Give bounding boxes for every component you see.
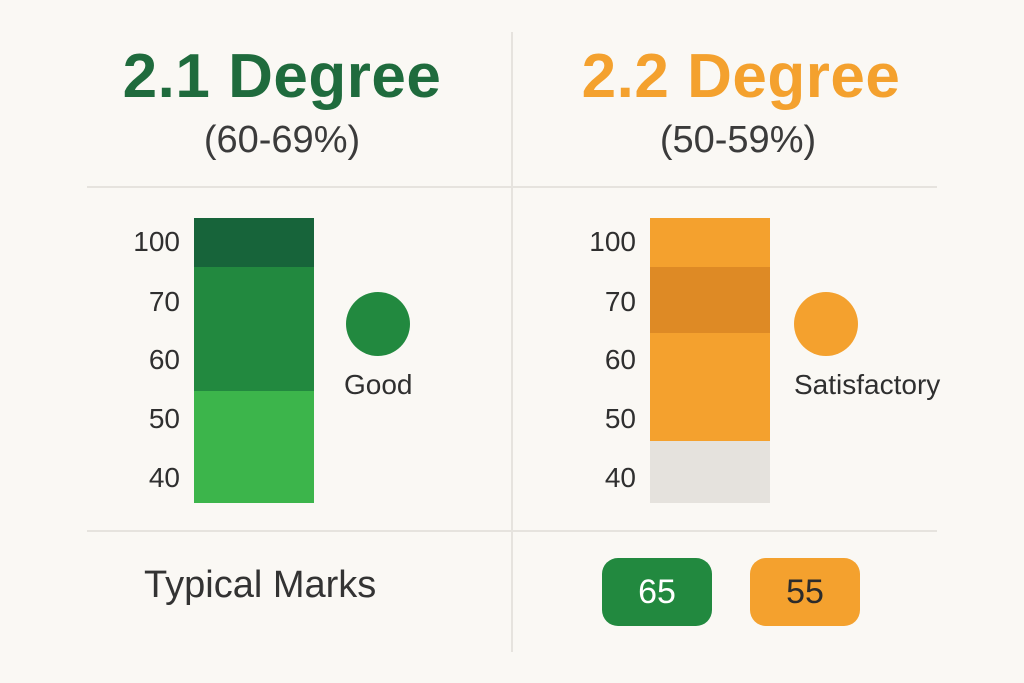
- left-bar-segment-top: [194, 218, 314, 267]
- left-bar-segment-bottom: [194, 391, 314, 503]
- left-tick-70: 70: [148, 286, 180, 317]
- horizontal-divider-bottom: [87, 530, 937, 532]
- left-status-label: Good: [344, 369, 413, 400]
- right-bar-segment-middle: [650, 333, 770, 441]
- left-status-dot: [346, 292, 410, 356]
- right-bar-segment-top: [650, 218, 770, 267]
- left-percentage-range: (60-69%): [203, 119, 361, 161]
- left-tick-100: 100: [133, 226, 180, 257]
- right-status-dot: [794, 292, 858, 356]
- right-tick-100: 100: [589, 226, 636, 257]
- horizontal-divider-top: [87, 186, 937, 188]
- right-tick-70: 70: [604, 286, 636, 317]
- right-grade-bar: [650, 218, 770, 503]
- left-degree-title: 2.1 Degree: [122, 42, 442, 111]
- right-tick-40: 40: [604, 462, 636, 493]
- typical-mark-2-1-badge: 65: [602, 558, 712, 626]
- left-grade-bar: [194, 218, 314, 503]
- typical-mark-2-2-badge: 55: [750, 558, 860, 626]
- right-bar-segment-empty: [650, 441, 770, 503]
- left-tick-50: 50: [148, 403, 180, 434]
- left-tick-60: 60: [148, 344, 180, 375]
- right-tick-60: 60: [604, 344, 636, 375]
- right-percentage-range: (50-59%): [659, 119, 817, 161]
- left-tick-40: 40: [148, 462, 180, 493]
- right-bar-segment-highlight: [650, 267, 770, 333]
- right-tick-50: 50: [604, 403, 636, 434]
- typical-marks-label: Typical Marks: [144, 564, 377, 606]
- left-bar-segment-middle: [194, 267, 314, 391]
- vertical-divider: [511, 32, 513, 652]
- right-status-label: Satisfactory: [794, 369, 941, 400]
- right-degree-title: 2.2 Degree: [581, 42, 901, 111]
